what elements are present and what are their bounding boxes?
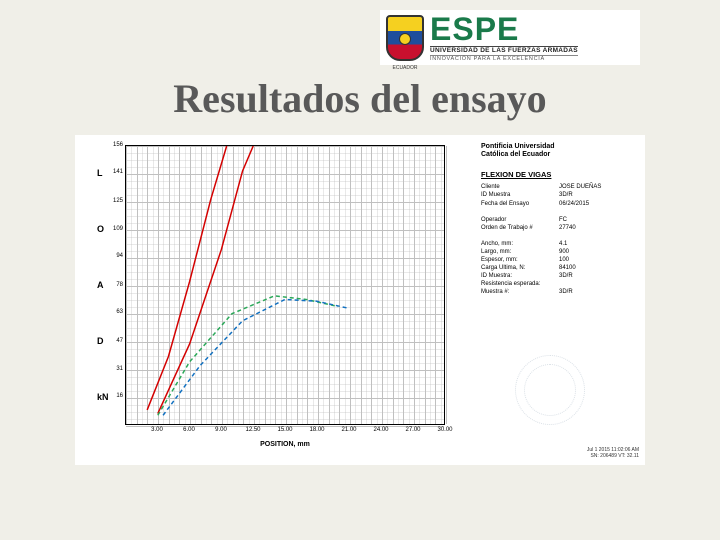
chart-curves [126,146,444,424]
info-label: Cliente [481,183,559,191]
info-label: Operador [481,216,559,224]
y-tick: 94 [109,253,123,259]
info-row: Muestra #:3D/R [481,288,639,296]
y-axis-letter: kN [97,392,109,402]
info-group-2: OperadorFCOrden de Trabajo #27740 [481,216,639,232]
brand-text: ESPE [430,13,578,45]
y-tick: 156 [109,142,123,148]
info-label: Orden de Trabajo # [481,224,559,232]
x-tick: 27.00 [405,427,420,433]
x-tick: 24.00 [373,427,388,433]
info-row: ID Muestra3D/R [481,191,639,199]
brand-sub1: UNIVERSIDAD DE LAS FUERZAS ARMADAS [430,46,578,55]
y-tick: 31 [109,366,123,372]
info-row: ClienteJOSE DUEÑAS [481,183,639,191]
university-name: Pontificia UniversidadCatólica del Ecuad… [481,143,639,158]
x-tick: 6.00 [183,427,195,433]
chart-series [147,146,227,410]
info-row: Orden de Trabajo #27740 [481,224,639,232]
info-value: 3D/R [559,191,639,199]
logo-block: ECUADOR ESPE UNIVERSIDAD DE LAS FUERZAS … [380,10,640,65]
info-label: Carga Ultima, N: [481,264,559,272]
info-label: Ancho, mm: [481,240,559,248]
y-tick: 78 [109,282,123,288]
section-title: FLEXION DE VIGAS [481,170,639,179]
y-tick: 125 [109,198,123,204]
info-value: 3D/R [559,288,639,296]
info-value [559,280,639,288]
info-row: Ancho, mm:4.1 [481,240,639,248]
info-value: 06/24/2015 [559,200,639,208]
info-value: 27740 [559,224,639,232]
info-value: 3D/R [559,272,639,280]
chart-area: L O A DkN 156 141 125 109 94 78 63 47 31 16 3.00 6.00… [75,135,475,465]
y-axis-ticks: 156 141 125 109 94 78 63 47 31 16 [111,145,125,425]
info-value: 4.1 [559,240,639,248]
info-value: JOSE DUEÑAS [559,183,639,191]
chart-plot [125,145,445,425]
page-title: Resultados del ensayo [0,75,720,122]
y-axis-letter: D [97,336,109,346]
y-axis-letter: L [97,168,109,178]
y-tick: 141 [109,169,123,175]
info-label: Espesor, mm: [481,256,559,264]
y-tick: 47 [109,338,123,344]
info-label: ID Muestra: [481,272,559,280]
info-row: ID Muestra:3D/R [481,272,639,280]
y-tick: 63 [109,309,123,315]
brand-sub2: INNOVACIÓN PARA LA EXCELENCIA [430,55,578,63]
info-row: OperadorFC [481,216,639,224]
y-axis-label: L O A DkN [97,145,109,425]
info-row: Largo, mm:900 [481,248,639,256]
content-panel: L O A DkN 156 141 125 109 94 78 63 47 31 16 3.00 6.00… [75,135,645,465]
shield-icon [386,15,424,61]
info-value: 900 [559,248,639,256]
info-panel: Pontificia UniversidadCatólica del Ecuad… [475,135,645,465]
stamp-icon [515,355,585,425]
info-group-1: ClienteJOSE DUEÑASID Muestra3D/RFecha de… [481,183,639,207]
info-label: Fecha del Ensayo [481,200,559,208]
logo-text: ESPE UNIVERSIDAD DE LAS FUERZAS ARMADAS … [430,13,578,63]
shield-caption: ECUADOR [392,65,417,71]
info-value: 84100 [559,264,639,272]
info-label: Resistencia esperada: [481,280,559,288]
x-axis-label: POSITION, mm [125,441,445,448]
info-value: FC [559,216,639,224]
info-group-3: Ancho, mm:4.1Largo, mm:900Espesor, mm:10… [481,240,639,297]
info-label: Largo, mm: [481,248,559,256]
x-tick: 9.00 [215,427,227,433]
chart-series [163,299,349,415]
chart-series [158,146,253,414]
x-tick: 30.00 [437,427,452,433]
x-tick: 12.50 [245,427,260,433]
footer-text: Jul 1 2015 11:02:06 AMSN: 206489 VT: 32.… [587,447,639,459]
info-row: Carga Ultima, N:84100 [481,264,639,272]
info-row: Resistencia esperada: [481,280,639,288]
y-axis-letter: O [97,224,109,234]
x-tick: 21.00 [341,427,356,433]
x-axis-ticks: 3.00 6.00 9.00 12.50 15.00 18.00 21.00 24.00 27.… [125,427,445,437]
info-row: Espesor, mm:100 [481,256,639,264]
y-tick: 109 [109,226,123,232]
info-value: 100 [559,256,639,264]
info-row: Fecha del Ensayo06/24/2015 [481,200,639,208]
x-tick: 15.00 [277,427,292,433]
x-tick: 3.00 [151,427,163,433]
y-axis-letter: A [97,280,109,290]
info-label: Muestra #: [481,288,559,296]
x-tick: 18.00 [309,427,324,433]
y-tick: 16 [109,393,123,399]
info-label: ID Muestra [481,191,559,199]
